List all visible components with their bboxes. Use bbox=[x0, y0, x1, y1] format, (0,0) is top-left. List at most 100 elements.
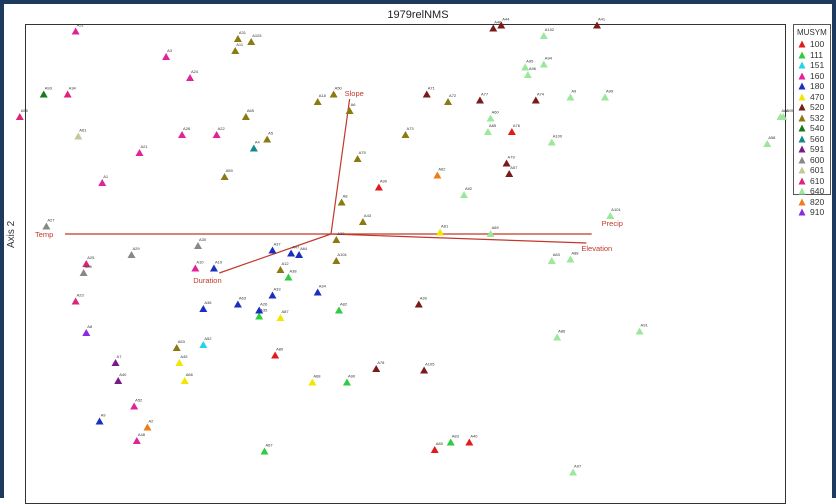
point-label: A31 bbox=[239, 30, 247, 35]
point-label: A46 bbox=[494, 20, 502, 25]
data-point-a43 bbox=[358, 218, 367, 225]
legend-item-540: 540 bbox=[798, 123, 830, 134]
triangle-icon bbox=[798, 187, 806, 195]
point-label: A52 bbox=[135, 398, 143, 403]
triangle-icon bbox=[798, 166, 806, 174]
legend-item-151: 151 bbox=[798, 60, 830, 71]
point-label: A99 bbox=[606, 89, 614, 94]
point-label: A90 bbox=[348, 374, 356, 379]
point-label: A89 bbox=[492, 225, 500, 230]
point-label: A59 bbox=[226, 168, 234, 173]
data-point-a39 bbox=[414, 300, 423, 308]
data-point-a71 bbox=[422, 90, 431, 98]
chart-title: 1979relNMS bbox=[387, 9, 449, 21]
data-point-a60 bbox=[486, 114, 495, 122]
data-point-a58 bbox=[763, 140, 772, 147]
data-point-a34b bbox=[313, 288, 322, 296]
point-label: A105 bbox=[784, 108, 794, 113]
data-point-a40b bbox=[465, 438, 474, 446]
point-label: A64 bbox=[300, 246, 308, 251]
point-label: A11 bbox=[236, 42, 244, 47]
data-point-a67 bbox=[260, 447, 269, 455]
data-point-a2 bbox=[143, 423, 152, 431]
legend-label: 820 bbox=[810, 196, 825, 207]
point-label: A30 bbox=[199, 237, 207, 242]
point-label: A98 bbox=[782, 108, 790, 113]
data-point-a9 bbox=[566, 93, 575, 101]
point-label: A8 bbox=[343, 194, 349, 199]
data-point-a41 bbox=[593, 21, 601, 29]
legend-item-560: 560 bbox=[798, 134, 830, 145]
legend-label: 520 bbox=[810, 102, 825, 113]
data-point-a23 bbox=[71, 297, 80, 305]
legend-item-520: 520 bbox=[798, 102, 830, 113]
data-point-a78 bbox=[372, 365, 381, 372]
vector-label-temp: Temp bbox=[35, 230, 53, 239]
data-point-a92 bbox=[460, 191, 468, 198]
point-label: A105 bbox=[425, 362, 435, 367]
point-label: A26 bbox=[260, 302, 268, 307]
point-label: A32 bbox=[337, 231, 345, 236]
data-point-a91 bbox=[635, 327, 644, 335]
data-point-a85 bbox=[483, 128, 492, 135]
point-label: A4 bbox=[255, 140, 261, 145]
point-label: A51 bbox=[77, 23, 85, 28]
point-label: A3 bbox=[167, 48, 173, 53]
point-label: A8 bbox=[87, 324, 93, 329]
data-point-a65 bbox=[241, 113, 250, 120]
data-point-a74 bbox=[531, 96, 540, 104]
data-point-a47 bbox=[287, 249, 296, 257]
point-label: A61 bbox=[79, 128, 87, 133]
legend-item-591: 591 bbox=[798, 144, 830, 155]
legend-label: 601 bbox=[810, 165, 825, 176]
point-label: A78 bbox=[377, 360, 385, 365]
data-point-a52 bbox=[199, 341, 208, 348]
data-point-a104 bbox=[332, 257, 341, 264]
point-label: A65 bbox=[247, 108, 255, 113]
point-label: A95 bbox=[526, 59, 534, 64]
legend-label: 470 bbox=[810, 91, 825, 102]
point-label: A39 bbox=[420, 296, 428, 301]
triangle-icon bbox=[798, 82, 806, 90]
data-point-a53 bbox=[172, 344, 181, 351]
data-point-a83 bbox=[547, 257, 556, 264]
data-point-a31 bbox=[233, 35, 242, 42]
triangle-icon bbox=[798, 156, 806, 164]
legend: MUSYM 100 111 151 160 180 470 520 532 540 560 591 6… bbox=[793, 24, 831, 217]
legend-item-910: 910 bbox=[798, 207, 830, 218]
data-point-a9b bbox=[95, 417, 104, 425]
point-label: A50 bbox=[335, 86, 343, 91]
point-label: A104 bbox=[337, 252, 347, 257]
legend-item-532: 532 bbox=[798, 113, 830, 124]
data-point-a82 bbox=[334, 306, 343, 314]
legend-label: 560 bbox=[810, 133, 825, 144]
point-label: A34 bbox=[319, 284, 327, 289]
point-label: A21 bbox=[140, 144, 148, 149]
data-point-a80 bbox=[271, 351, 280, 359]
legend-item-100: 100 bbox=[798, 39, 830, 50]
triangle-icon bbox=[798, 124, 806, 132]
legend-item-820: 820 bbox=[798, 197, 830, 208]
vector-label-elevation: Elevation bbox=[581, 244, 612, 253]
data-point-a35 bbox=[255, 312, 264, 320]
data-point-a52b bbox=[130, 402, 139, 410]
point-label: A90 bbox=[380, 179, 388, 184]
point-label: A88 bbox=[571, 251, 579, 256]
point-label: A26 bbox=[183, 126, 191, 131]
legend-label: 640 bbox=[810, 186, 825, 197]
point-label: A79 bbox=[508, 155, 516, 160]
data-point-a97 bbox=[569, 468, 578, 476]
point-label: A45 bbox=[180, 354, 188, 359]
data-point-a64 bbox=[295, 251, 304, 258]
point-label: A2 bbox=[148, 419, 154, 424]
data-point-a26 bbox=[178, 131, 187, 138]
point-label: A76 bbox=[513, 123, 521, 128]
point-label: A86 bbox=[558, 329, 566, 334]
point-label: A91 bbox=[641, 323, 649, 328]
point-label: A36 bbox=[204, 300, 212, 305]
data-point-a26b bbox=[255, 306, 264, 314]
data-point-a4 bbox=[249, 144, 258, 152]
data-point-a11 bbox=[231, 47, 240, 54]
data-point-a88 bbox=[566, 255, 575, 263]
point-label: A9 bbox=[571, 89, 577, 94]
